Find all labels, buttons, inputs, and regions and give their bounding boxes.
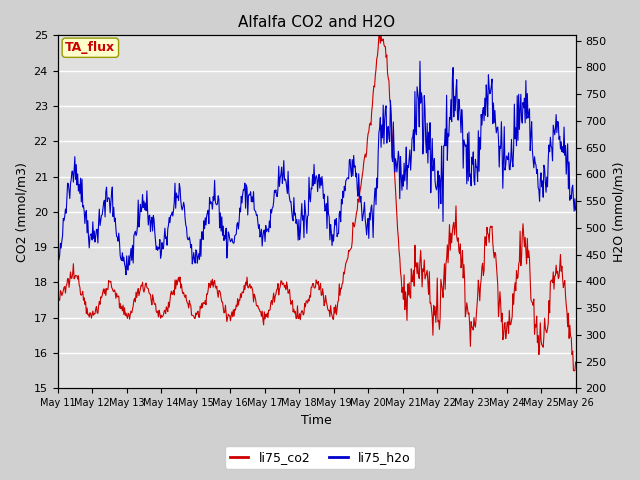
li75_co2	[380, 42, 388, 48]
li75_co2	[570, 368, 577, 373]
li75_co2	[196, 303, 204, 309]
li75_h2o	[197, 253, 205, 259]
Line: li75_h2o: li75_h2o	[58, 61, 575, 275]
li75_co2	[375, 33, 383, 38]
li75_h2o	[116, 253, 124, 259]
li75_h2o	[122, 272, 130, 277]
li75_co2	[572, 359, 579, 365]
li75_h2o	[54, 266, 61, 272]
li75_co2	[116, 300, 124, 306]
li75_co2	[169, 290, 177, 296]
li75_h2o	[63, 195, 71, 201]
X-axis label: Time: Time	[301, 414, 332, 427]
Y-axis label: CO2 (mmol/m3): CO2 (mmol/m3)	[15, 162, 28, 262]
li75_co2	[396, 248, 403, 254]
li75_h2o	[396, 155, 403, 160]
li75_h2o	[380, 141, 388, 147]
Title: Alfalfa CO2 and H2O: Alfalfa CO2 and H2O	[238, 15, 395, 30]
Text: TA_flux: TA_flux	[65, 41, 115, 54]
li75_co2	[63, 281, 71, 287]
li75_co2	[54, 296, 61, 302]
Legend: li75_co2, li75_h2o: li75_co2, li75_h2o	[225, 446, 415, 469]
li75_h2o	[416, 59, 424, 64]
Y-axis label: H2O (mmol/m3): H2O (mmol/m3)	[612, 162, 625, 262]
Line: li75_co2: li75_co2	[58, 36, 575, 371]
li75_h2o	[572, 207, 579, 213]
li75_h2o	[170, 207, 177, 213]
